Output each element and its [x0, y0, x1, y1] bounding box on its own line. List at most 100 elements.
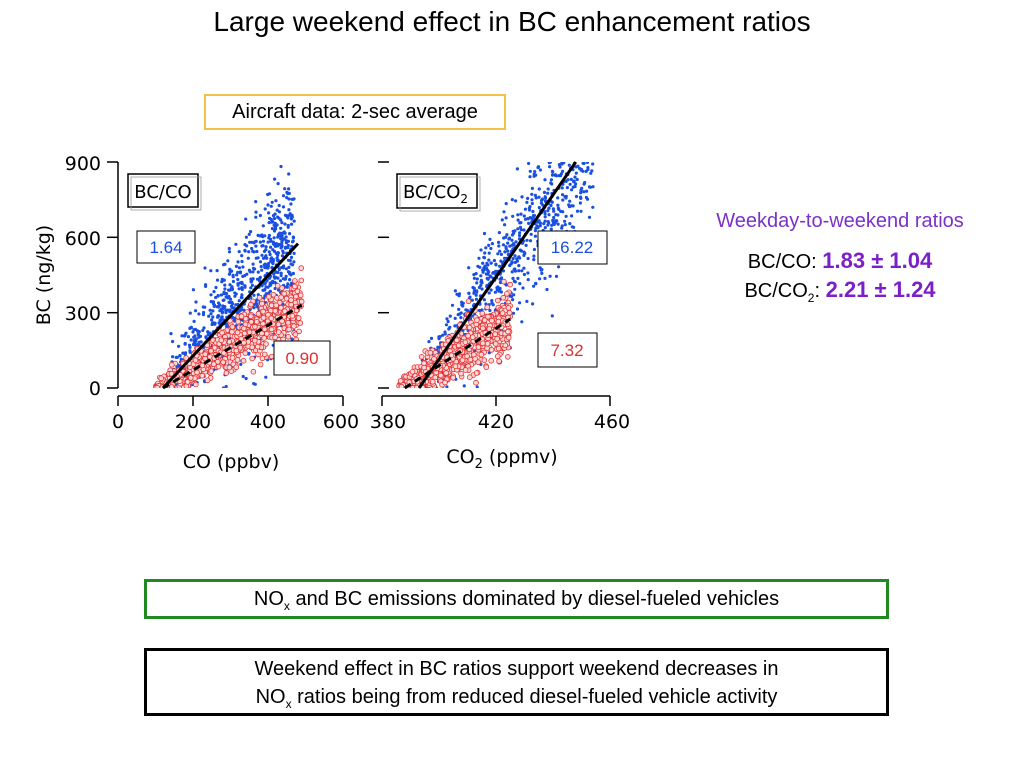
weekday-point	[524, 243, 528, 247]
weekday-point	[540, 271, 544, 275]
weekend-point	[268, 326, 275, 333]
weekday-point	[522, 214, 526, 218]
weekday-point	[529, 232, 533, 236]
weekday-point	[267, 211, 271, 215]
weekday-point	[251, 270, 255, 274]
weekend-point	[298, 298, 305, 305]
weekday-point	[472, 286, 476, 290]
weekday-point	[446, 319, 450, 324]
weekend-point	[215, 363, 222, 370]
weekend-point	[278, 304, 284, 311]
weekday-point	[279, 271, 283, 275]
weekday-point	[258, 240, 262, 244]
weekday-point	[224, 295, 228, 299]
weekday-point	[256, 256, 260, 260]
x-tick-label: 400	[250, 411, 286, 433]
weekend-point	[199, 372, 206, 379]
weekday-point	[246, 256, 250, 260]
weekday-point	[194, 339, 198, 343]
weekday-point	[503, 250, 507, 254]
weekday-point	[545, 287, 549, 292]
weekday-point	[284, 245, 288, 249]
weekday-point	[556, 222, 560, 226]
weekday-point	[284, 235, 288, 239]
weekday-point	[234, 303, 238, 307]
weekday-point	[273, 221, 277, 225]
y-tick-label: 300	[65, 303, 101, 325]
weekend-point	[204, 377, 211, 384]
weekend-point	[473, 370, 480, 376]
weekend-point	[298, 265, 305, 271]
weekday-point	[204, 283, 208, 287]
weekend-point	[465, 332, 471, 339]
weekday-point	[240, 293, 244, 297]
weekday-point	[506, 249, 510, 253]
weekday-point	[498, 277, 502, 281]
weekend-point	[479, 310, 486, 317]
weekday-point	[245, 244, 249, 248]
ratio-bc-co2: BC/CO2: 2.21 ± 1.24	[690, 276, 990, 305]
weekday-point	[194, 300, 198, 304]
weekday-point	[591, 205, 595, 209]
weekday-point	[511, 242, 515, 246]
weekday-point	[261, 288, 265, 292]
weekday-point	[513, 280, 517, 284]
weekday-point	[564, 196, 568, 200]
weekday-point	[270, 200, 274, 204]
weekday-point	[513, 287, 517, 291]
weekday-point	[537, 195, 541, 199]
weekday-point	[188, 345, 192, 349]
weekend-point	[494, 353, 501, 360]
weekend-point	[220, 359, 226, 366]
weekday-point	[484, 246, 488, 250]
weekday-point	[519, 228, 523, 232]
weekday-point	[527, 162, 531, 165]
weekday-point	[244, 376, 248, 381]
weekday-point	[489, 275, 493, 279]
weekday-point	[477, 256, 481, 260]
weekday-point	[503, 256, 507, 260]
panel-label-box	[127, 173, 199, 208]
weekday-point	[559, 174, 563, 178]
panel-label-shadow	[130, 176, 202, 211]
weekday-point	[510, 298, 515, 302]
weekday-point	[465, 308, 469, 312]
weekend-point	[188, 375, 194, 381]
weekday-point	[218, 321, 222, 325]
weekday-point	[532, 258, 536, 262]
weekday-point	[533, 193, 538, 197]
weekend-point	[464, 353, 470, 360]
weekday-point	[508, 244, 512, 248]
weekday-point	[530, 192, 534, 196]
weekday-point	[550, 173, 555, 177]
weekend-point	[443, 370, 449, 376]
weekday-point	[482, 231, 487, 236]
weekday-point	[492, 258, 496, 263]
weekday-point	[458, 312, 462, 316]
conclusion-box-black: Weekend effect in BC ratios support week…	[144, 648, 889, 716]
weekday-point	[570, 214, 574, 218]
weekend-point	[248, 301, 254, 308]
weekend-point	[453, 337, 460, 344]
weekday-point	[232, 306, 236, 310]
weekday-point	[223, 262, 227, 266]
weekday-point	[258, 213, 262, 218]
weekday-point	[491, 303, 495, 307]
weekend-point	[279, 285, 285, 291]
weekday-point	[279, 237, 283, 241]
weekday-point	[489, 261, 493, 265]
weekday-point	[560, 186, 564, 190]
weekend-point	[298, 277, 305, 284]
weekday-point	[258, 275, 262, 279]
y-tick-label: 600	[65, 228, 101, 250]
weekday-point	[540, 198, 544, 202]
weekday-point	[188, 311, 192, 315]
weekday-point	[253, 267, 257, 271]
weekday-point	[512, 267, 516, 271]
weekday-point	[224, 384, 228, 388]
weekday-point	[504, 202, 508, 206]
weekday-point	[533, 234, 538, 238]
weekday-point	[211, 309, 215, 313]
weekday-point	[480, 281, 484, 285]
weekday-point	[488, 308, 492, 313]
